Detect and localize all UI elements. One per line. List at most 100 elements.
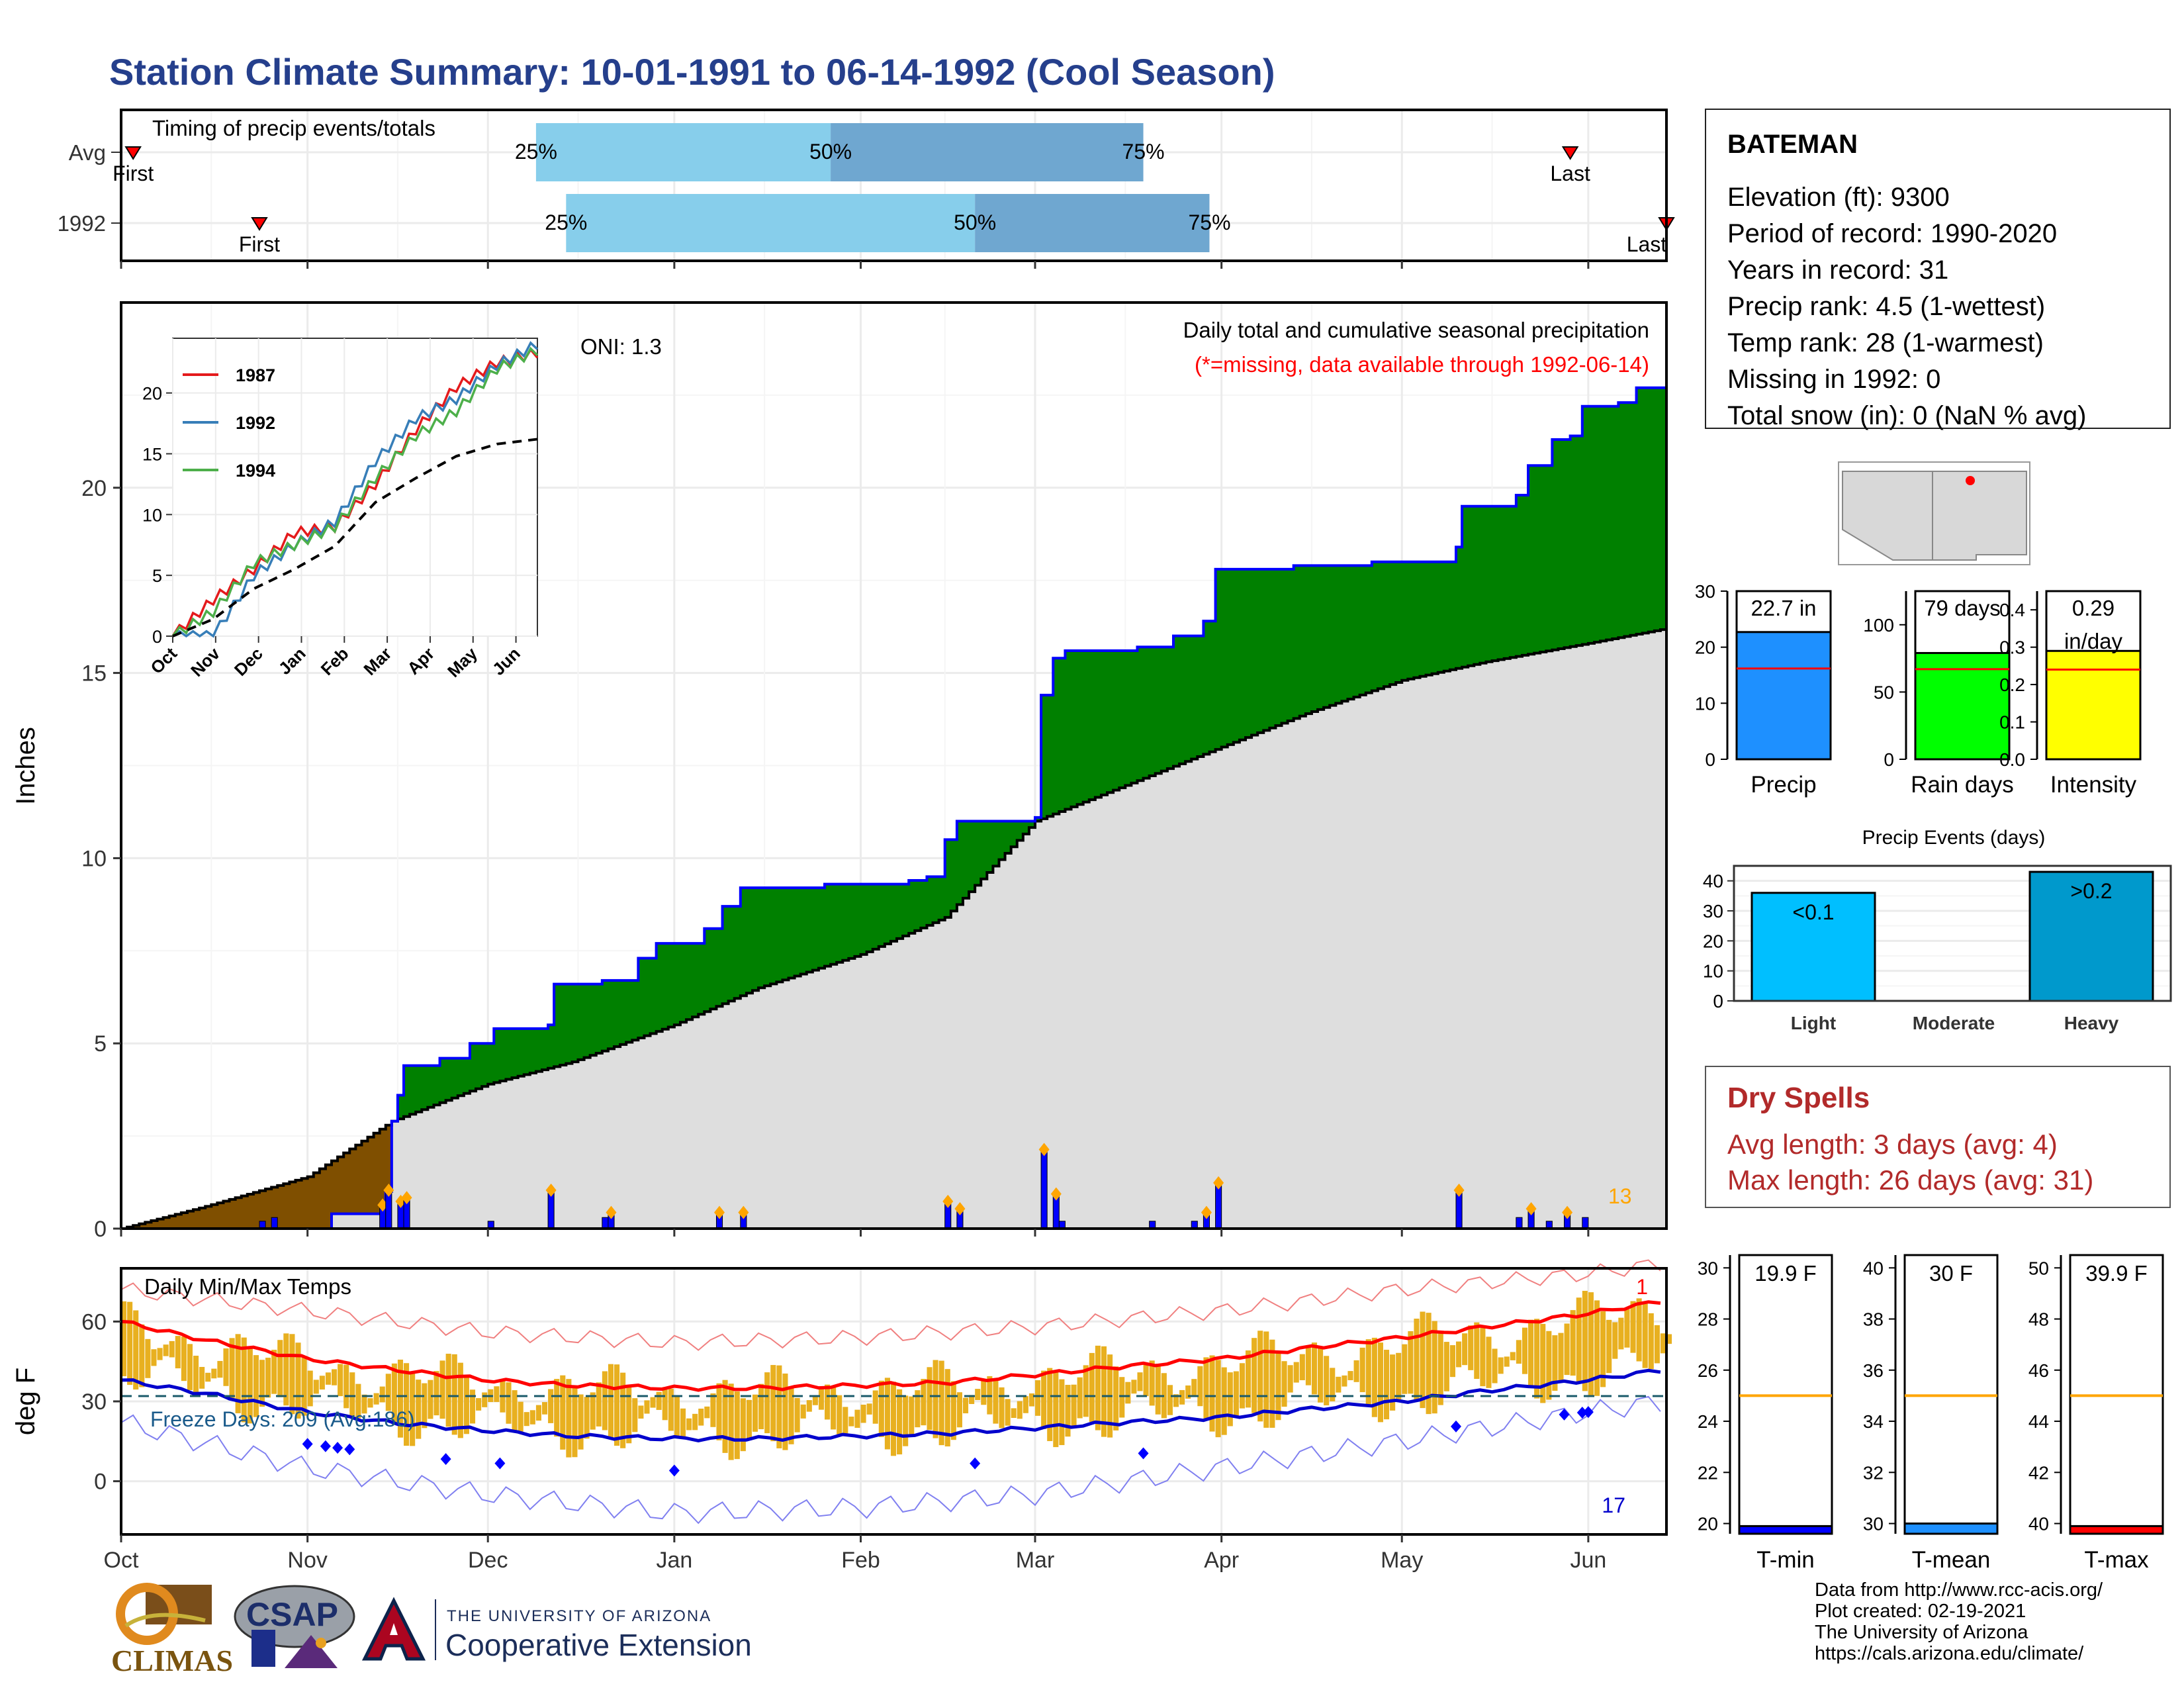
temp-daily-bar [391, 1363, 397, 1425]
events-y-tick-label: 30 [1703, 901, 1723, 921]
temp-daily-bar [1330, 1368, 1336, 1401]
precip-heavy-marker [401, 1191, 412, 1205]
inset-legend-label: 1987 [236, 365, 275, 385]
temp-daily-bar [1299, 1354, 1305, 1381]
temp-daily-bar [1353, 1360, 1359, 1382]
summary-bar-name: Intensity [2050, 772, 2137, 798]
temp-daily-bar [211, 1368, 217, 1379]
temp-daily-bar [1564, 1323, 1570, 1376]
temp-daily-bar [494, 1386, 500, 1402]
station-location-marker [1966, 476, 1975, 485]
temp-daily-bar [866, 1403, 872, 1415]
credit-university: The University of Arizona [1815, 1622, 2028, 1643]
temp-daily-bar [1618, 1317, 1624, 1350]
temp-daily-bar [818, 1389, 825, 1410]
temp-daily-bar [1287, 1365, 1293, 1393]
temp-daily-bar [1281, 1361, 1287, 1407]
timing-label-25: 25% [545, 211, 587, 234]
temp-daily-bar [463, 1376, 469, 1434]
temp-daily-bar [1167, 1385, 1173, 1415]
timing-panel-border [120, 109, 1668, 262]
temp-daily-bar [145, 1338, 151, 1378]
temp-daily-bar [379, 1386, 385, 1403]
temp-daily-bar [1426, 1313, 1432, 1415]
temp-daily-bar [1246, 1350, 1251, 1408]
precip-heavy-marker [1050, 1187, 1062, 1201]
temp-daily-bar [1437, 1332, 1443, 1405]
temp-daily-bar [535, 1405, 541, 1421]
temp-record-low-marker [1138, 1447, 1149, 1460]
temp-record-low-marker [1576, 1407, 1588, 1419]
temp-daily-bar [247, 1346, 253, 1424]
temp-daily-bar [1474, 1322, 1480, 1380]
temp-daily-bar [921, 1379, 927, 1426]
temp-summary-tick-label: 32 [1863, 1462, 1884, 1483]
temp-y-tick-label: 30 [81, 1389, 107, 1415]
temp-daily-bar [812, 1397, 818, 1405]
temp-daily-bar [758, 1383, 764, 1430]
summary-tick-label: 20 [1695, 637, 1715, 658]
precip-count-label: 13 [1608, 1184, 1632, 1208]
temp-daily-bar [433, 1371, 439, 1416]
station-temp-rank: Temp rank: 28 (1-warmest) [1727, 328, 2044, 357]
credit-data-source: Data from http://www.rcc-acis.org/ [1815, 1579, 2103, 1601]
temp-daily-bar [1456, 1341, 1462, 1368]
temp-daily-bar [1293, 1362, 1299, 1383]
temp-daily-bar [1486, 1336, 1492, 1388]
temp-daily-bar [476, 1398, 482, 1411]
temp-daily-bar [704, 1406, 710, 1419]
csap-logo-mark [234, 1585, 355, 1668]
temp-daily-bar [1263, 1331, 1269, 1428]
events-title: Precip Events (days) [1862, 827, 2046, 849]
credit-url: https://cals.arizona.edu/climate/ [1815, 1643, 2084, 1664]
temp-daily-bar [151, 1349, 157, 1366]
temp-daily-bar [1215, 1360, 1221, 1438]
temp-daily-bar [1324, 1356, 1330, 1406]
temp-daily-bar [878, 1380, 884, 1437]
temp-bottom-count: 17 [1602, 1493, 1625, 1517]
dry-spells-box: Dry Spells Avg length: 3 days (avg: 4) M… [1705, 1066, 2171, 1208]
temp-daily-bar [554, 1379, 560, 1437]
temp-daily-bar [1083, 1365, 1089, 1417]
temp-daily-bar [1408, 1331, 1414, 1394]
temp-daily-bar [1371, 1337, 1377, 1417]
temp-daily-bar [728, 1383, 734, 1460]
temp-daily-bar [740, 1398, 746, 1452]
precip-heavy-marker [545, 1184, 557, 1197]
temp-daily-bar [1125, 1382, 1131, 1404]
temp-daily-bar [1558, 1333, 1564, 1382]
temp-daily-bar [193, 1356, 199, 1393]
temp-x-tick-label: Jun [1570, 1548, 1606, 1573]
temp-daily-bar [680, 1408, 686, 1437]
temp-daily-bar [277, 1340, 283, 1397]
summary-tick-label: 0.4 [1999, 600, 2025, 620]
inset-y-tick-label: 10 [142, 505, 162, 525]
timing-label-25: 25% [515, 140, 557, 164]
temp-daily-bar [313, 1380, 319, 1394]
station-name: BATEMAN [1727, 130, 1858, 159]
temp-daily-bar [157, 1348, 163, 1360]
temp-daily-bar [903, 1395, 909, 1446]
temp-daily-bar [1660, 1333, 1666, 1354]
temp-daily-bar [523, 1412, 529, 1427]
temp-daily-bar [223, 1348, 229, 1386]
temp-daily-bar [710, 1393, 716, 1427]
precip-daily-bar [271, 1217, 278, 1229]
timing-bar-50-75 [831, 123, 1144, 181]
precip-y-axis-label: Inches [11, 727, 40, 805]
temp-daily-bar [884, 1378, 890, 1450]
station-info-box: BATEMAN Elevation (ft): 9300 Period of r… [1705, 109, 2171, 430]
credits: Data from http://www.rcc-acis.org/ Plot … [1815, 1579, 2103, 1664]
temp-record-low-marker [344, 1443, 355, 1456]
temp-daily-bar [1179, 1389, 1185, 1405]
temp-daily-bar [1443, 1342, 1449, 1391]
timing-last-marker [1561, 146, 1579, 160]
ua-divider [435, 1599, 436, 1660]
temp-daily-bar [1047, 1368, 1053, 1442]
temp-daily-bar [1065, 1385, 1071, 1437]
temp-daily-bar [927, 1367, 933, 1430]
temp-daily-bar [512, 1390, 518, 1431]
precip-cumulative-line [121, 386, 1666, 1230]
temp-daily-bar [127, 1301, 133, 1385]
